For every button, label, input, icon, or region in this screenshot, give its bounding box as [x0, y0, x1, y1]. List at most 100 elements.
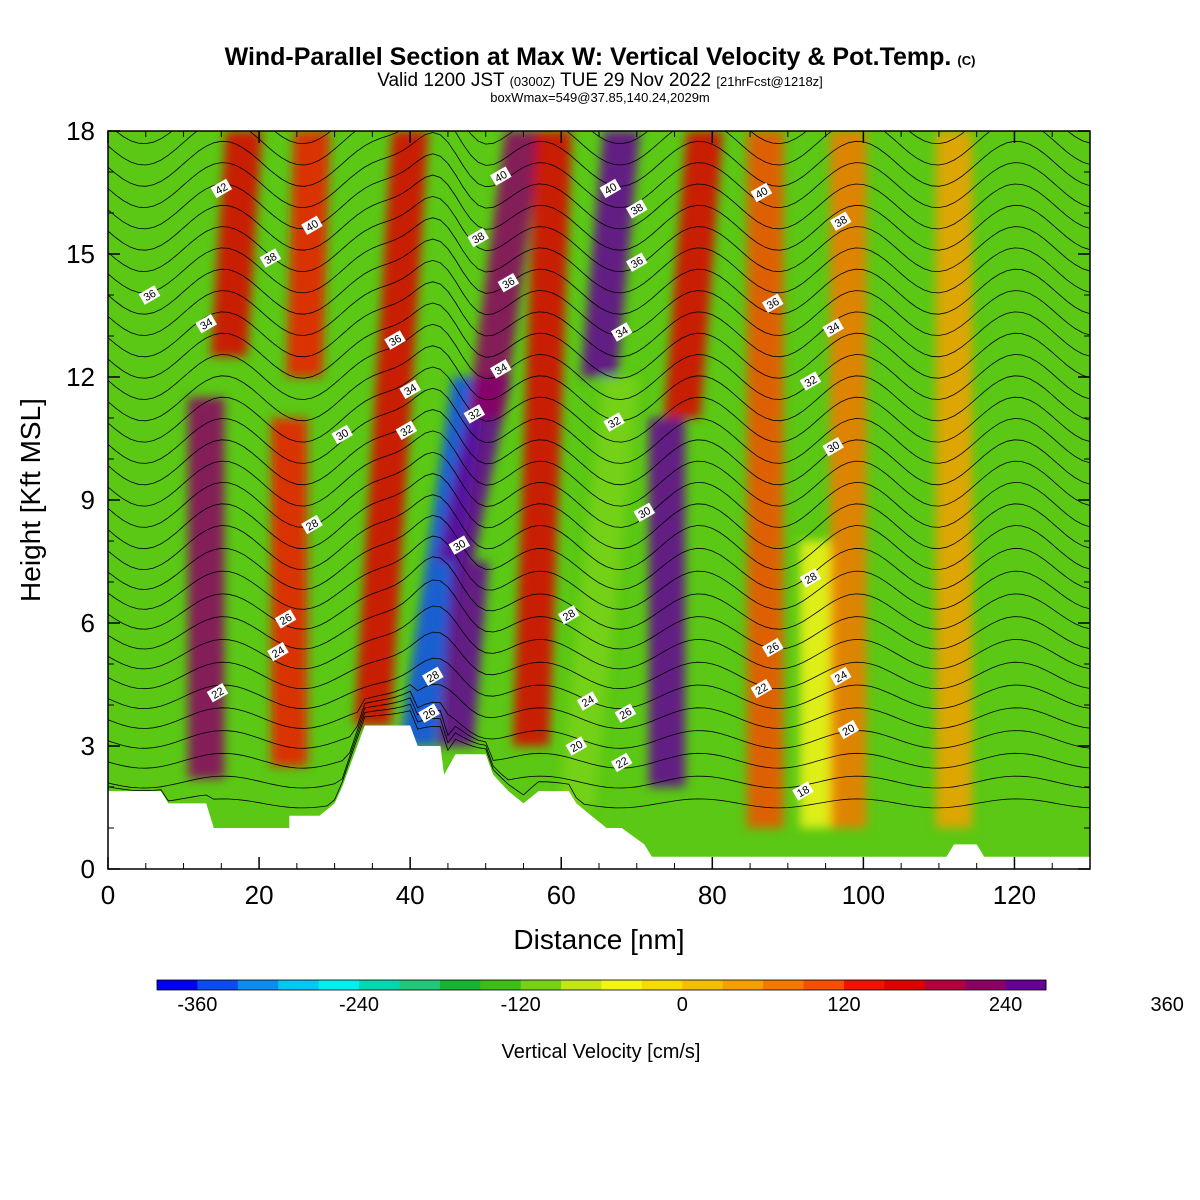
theta-line	[108, 494, 1090, 571]
contour-label-box	[565, 736, 588, 756]
contour-label: 22	[206, 683, 229, 703]
contour-label: 28	[422, 666, 444, 686]
theta-line	[108, 690, 1090, 749]
x-tick-label: 60	[547, 880, 576, 910]
theta-line	[108, 556, 1090, 630]
contour-label-text: 32	[803, 374, 820, 391]
colorbar-swatch	[924, 980, 966, 990]
colorbar-swatch	[157, 980, 198, 990]
valid-date: TUE 29 Nov 2022	[560, 70, 712, 91]
x-tick-label: 20	[245, 880, 274, 910]
contour-label-box	[750, 182, 773, 203]
colorbar-swatch	[520, 980, 562, 990]
contour-label-box	[610, 322, 633, 342]
contour-label: 30	[822, 437, 844, 457]
contour-label-box	[331, 424, 353, 445]
y-axis-title: Height [Kft MSL]	[15, 398, 46, 602]
contour-label-text: 38	[629, 202, 646, 219]
contour-label-text: 36	[765, 296, 782, 313]
colorbar-tick-label: -360	[177, 994, 217, 1016]
contour-label-text: 28	[561, 607, 578, 624]
contour-label-box	[399, 379, 421, 399]
contour-label-text: 40	[304, 218, 321, 235]
contour-label: 22	[750, 678, 773, 699]
colorbar-swatch	[722, 980, 764, 990]
valid-time-utc: (0300Z)	[509, 74, 556, 89]
colorbar-swatch	[439, 980, 481, 990]
velocity-band	[188, 397, 225, 779]
contour-label-box	[490, 359, 512, 379]
chart-subtitle: Valid 1200 JST (0300Z) TUE 29 Nov 2022 […	[0, 70, 1200, 91]
contour-label-text: 24	[580, 694, 597, 711]
colorbar-swatch	[884, 980, 926, 990]
contour-label: 24	[576, 691, 599, 711]
contour-label-box	[576, 691, 599, 711]
plot-area: 42 40 38 36 34 36 30 34 32 28 26 24 22 40 38 36 34 32 30 28…	[108, 131, 1090, 869]
contour-label: 38	[259, 248, 282, 268]
velocity-band	[580, 131, 640, 377]
contour-label-text: 42	[214, 181, 231, 198]
x-tick-label: 80	[698, 880, 727, 910]
contour-label: 36	[138, 285, 161, 305]
contour-label: 40	[301, 215, 323, 235]
contour-label-box	[138, 285, 161, 305]
x-tick-label: 100	[842, 880, 885, 910]
colorbar-tick-label: -240	[339, 994, 379, 1016]
velocity-band	[512, 131, 572, 746]
theta-line	[108, 430, 1090, 507]
contour-label-text: 40	[603, 181, 620, 198]
theta-line	[108, 657, 1090, 710]
contour-label: 38	[829, 211, 852, 231]
contour-label-text: 24	[833, 669, 850, 686]
contour-label: 34	[195, 314, 217, 334]
theta-line	[108, 132, 1090, 209]
x-tick-label: 40	[396, 880, 425, 910]
contour-label-box	[822, 437, 844, 457]
contour-label: 32	[799, 371, 822, 391]
contour-label-text: 34	[614, 325, 631, 342]
valid-time-prefix: Valid 1200 JST	[377, 70, 505, 91]
contour-label: 28	[799, 568, 822, 588]
colorbar-tick-label: -120	[501, 994, 541, 1016]
y-tick-label: 3	[81, 731, 95, 761]
contour-label-text: 32	[399, 423, 416, 440]
colorbar-swatch	[278, 980, 320, 990]
contour-label-box	[792, 781, 814, 801]
theta-line	[108, 710, 1090, 809]
y-tick-label: 0	[81, 854, 95, 884]
theta-line	[108, 217, 1090, 294]
chart-title: Wind-Parallel Section at Max W: Vertical…	[225, 42, 976, 72]
contour-label: 34	[610, 322, 633, 342]
theta-line	[108, 302, 1090, 379]
x-tick-label: 0	[101, 880, 115, 910]
theta-line	[108, 259, 1090, 336]
theta-line	[108, 605, 1090, 670]
contour-label: 30	[633, 502, 656, 522]
contour-label-text: 22	[614, 755, 631, 772]
contour-label: 40	[490, 166, 512, 186]
contour-label-text: 20	[569, 739, 586, 756]
colorbar-swatch	[237, 980, 279, 990]
contour-label-text: 26	[618, 706, 635, 723]
colorbar-swatch	[561, 980, 602, 990]
copyright-mark: (C)	[957, 53, 976, 68]
velocity-band	[648, 418, 686, 787]
contour-label: 32	[463, 404, 486, 424]
contour-label-box	[267, 642, 289, 662]
contour-label-text: 34	[402, 382, 419, 399]
colorbar-swatch	[399, 980, 441, 990]
contour-label-box	[761, 293, 784, 313]
contour-label-text: 28	[304, 517, 321, 534]
colorbar-swatch	[197, 980, 239, 990]
colorbar-tick-label: 0	[677, 994, 688, 1016]
theta-line	[108, 697, 1090, 769]
contour-label-box	[614, 703, 637, 723]
colorbar-swatch	[641, 980, 683, 990]
contour-label-box	[274, 609, 297, 629]
terrain-profile	[108, 725, 1090, 869]
contour-label-text: 38	[263, 251, 280, 268]
contour-label-text: 28	[803, 571, 820, 588]
contour-label-text: 22	[210, 685, 227, 702]
contour-label-box	[463, 404, 486, 424]
